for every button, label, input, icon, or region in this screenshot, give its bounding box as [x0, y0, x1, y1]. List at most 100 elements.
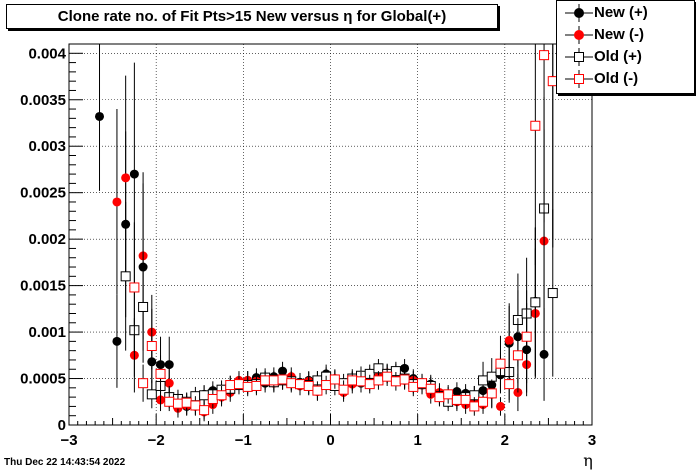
legend-entry-old-plus: Old (+): [557, 46, 694, 68]
y-tick-label: 0: [58, 417, 66, 434]
data-point: [347, 375, 358, 386]
data-point: [112, 336, 122, 346]
data-point: [251, 380, 262, 391]
data-point: [164, 396, 175, 407]
chart-title: Clone rate no. of Fit Pts>15 New versus …: [6, 4, 498, 29]
data-point: [495, 401, 505, 411]
data-point: [199, 405, 210, 416]
data-layer: [95, 44, 558, 422]
x-tick-label: −2: [148, 432, 165, 449]
data-point: [321, 380, 332, 391]
data-point: [120, 271, 131, 282]
legend: New (+) New (-) Old (+) Old (-): [556, 0, 695, 94]
legend-entry-new-plus: New (+): [557, 2, 694, 24]
series-new: [112, 44, 558, 422]
data-point: [417, 378, 428, 389]
legend-label-new-plus: New (+): [594, 4, 648, 21]
x-tick-label: −1: [235, 432, 252, 449]
series-old: [120, 96, 558, 412]
data-point: [190, 400, 201, 411]
x-tick-label: 0: [326, 432, 334, 449]
data-point: [512, 350, 523, 361]
data-point: [400, 363, 410, 373]
data-point: [390, 376, 401, 387]
data-point: [112, 197, 122, 207]
data-point: [356, 376, 367, 387]
x-tick-label: 2: [501, 432, 509, 449]
data-point: [539, 349, 549, 359]
data-point: [155, 368, 166, 379]
data-point: [138, 301, 149, 312]
data-point: [460, 394, 471, 405]
x-tick-label: 3: [588, 432, 596, 449]
data-point: [138, 378, 149, 389]
x-axis-label: η: [583, 451, 593, 470]
data-point: [329, 374, 340, 385]
data-point: [164, 378, 174, 388]
data-point: [434, 392, 445, 403]
y-tick-label: 0.002: [28, 231, 66, 248]
data-point: [530, 297, 541, 308]
data-point: [504, 335, 514, 345]
y-tick-label: 0.0015: [20, 278, 66, 295]
data-point: [242, 381, 253, 392]
y-tick-label: 0.0005: [20, 371, 66, 388]
data-point: [338, 384, 349, 395]
legend-entry-new-minus: New (-): [557, 24, 694, 46]
data-point: [129, 282, 140, 293]
data-point: [478, 375, 489, 386]
data-point: [478, 396, 489, 407]
data-point: [268, 375, 279, 386]
data-point: [495, 358, 506, 369]
data-point: [382, 371, 393, 382]
data-point: [199, 390, 210, 401]
data-point: [146, 389, 157, 400]
data-point: [539, 50, 550, 61]
data-point: [294, 379, 305, 390]
series-new: [95, 44, 549, 416]
legend-label-old-minus: Old (-): [594, 70, 639, 87]
x-tick-label: 1: [413, 432, 421, 449]
data-point: [303, 380, 314, 391]
data-point: [521, 331, 532, 342]
open-square-marker-icon: [565, 70, 593, 88]
legend-label-new-minus: New (-): [594, 26, 644, 43]
y-tick-label: 0.004: [28, 45, 66, 62]
data-point: [451, 394, 462, 405]
data-point: [286, 378, 297, 389]
data-point: [530, 120, 541, 131]
data-point: [181, 397, 192, 408]
data-point: [364, 379, 375, 390]
data-point: [373, 375, 384, 386]
legend-entry-old-minus: Old (-): [557, 68, 694, 90]
data-point: [408, 381, 419, 392]
data-point: [504, 379, 515, 390]
timestamp-footer: Thu Dec 22 14:43:54 2022: [4, 457, 126, 468]
series-old: [129, 44, 558, 420]
data-point: [172, 398, 183, 409]
open-square-marker-icon: [565, 48, 593, 66]
data-point: [233, 379, 244, 390]
data-point: [277, 374, 288, 385]
x-tick-label: −3: [60, 432, 77, 449]
data-point: [443, 389, 454, 400]
data-point: [146, 341, 157, 352]
y-tick-label: 0.0035: [20, 92, 66, 109]
data-point: [312, 385, 323, 396]
data-point: [547, 288, 558, 299]
y-tick-label: 0.0025: [20, 185, 66, 202]
data-point: [399, 374, 410, 385]
data-point: [121, 173, 131, 183]
data-point: [425, 383, 436, 394]
data-point: [469, 401, 480, 412]
data-point: [260, 375, 271, 386]
data-point: [207, 393, 218, 404]
data-point: [129, 169, 139, 179]
data-point: [486, 388, 497, 399]
filled-circle-marker-icon: [565, 26, 593, 44]
y-tick-label: 0.003: [28, 138, 66, 155]
y-tick-label: 0.001: [28, 324, 66, 341]
data-point: [225, 380, 236, 391]
data-point: [216, 390, 227, 401]
